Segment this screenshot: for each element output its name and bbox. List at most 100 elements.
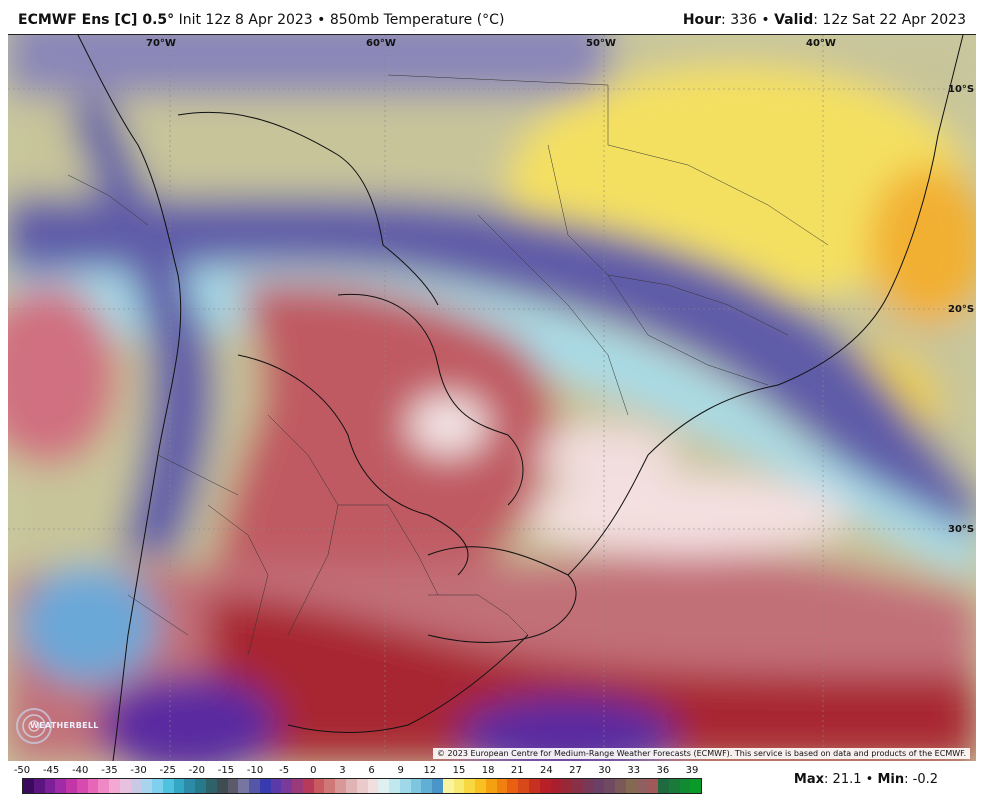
colorbar-swatch	[550, 779, 562, 793]
lon-label: 60°W	[366, 38, 396, 49]
colorbar-swatch	[66, 779, 77, 793]
colorbar-swatch	[292, 779, 303, 793]
colorbar-ticks: -50 -45 -40 -35 -30 -25 -20 -15 -10 -5 0 3 6 9 12 15 18 2…	[0, 765, 984, 779]
colorbar-swatch	[281, 779, 293, 793]
country-borders	[77, 35, 964, 761]
colorbar-swatch	[496, 779, 508, 793]
colorbar-tick-label: 3	[339, 765, 346, 776]
colorbar-swatch	[87, 779, 99, 793]
colorbar-tick-label: 0	[310, 765, 317, 776]
colorbar-swatch	[378, 779, 390, 793]
colorbar-tick-label: 18	[481, 765, 495, 776]
colorbar-swatch	[539, 779, 551, 793]
header-title: ECMWF Ens [C] 0.5° Init 12z 8 Apr 2023 •…	[18, 12, 504, 28]
colorbar-swatch	[625, 779, 637, 793]
colorbar-tick-label: -30	[130, 765, 147, 776]
colorbar-swatch	[55, 779, 67, 793]
colorbar-swatch	[162, 779, 174, 793]
init-time: Init 12z 8 Apr 2023	[178, 12, 313, 28]
colorbar-tick-label: 12	[423, 765, 437, 776]
colorbar-swatch	[485, 779, 497, 793]
separator: •	[761, 12, 770, 28]
colorbar-swatch	[647, 779, 659, 793]
separator: •	[317, 12, 326, 28]
colorbar-legend: -50 -45 -40 -35 -30 -25 -20 -15 -10 -5 0 3 6 9 12 15 18 2…	[0, 760, 984, 808]
colorbar-swatch	[464, 779, 476, 793]
colorbar-tick-label: 39	[685, 765, 699, 776]
colorbar-tick-label: 36	[656, 765, 670, 776]
colorbar-swatch	[259, 779, 271, 793]
weatherbell-logo: WEATHERBELL	[12, 705, 98, 747]
colorbar-swatch	[130, 779, 142, 793]
colorbar-swatch	[507, 779, 519, 793]
swirl-icon	[16, 708, 52, 744]
colorbar-tick-label: 30	[598, 765, 611, 776]
colorbar-swatch	[23, 779, 34, 793]
colorbar-swatch	[518, 779, 529, 793]
colorbar-swatch	[109, 779, 120, 793]
colorbar-swatch	[345, 779, 357, 793]
colorbar-swatch	[33, 779, 45, 793]
state-borders	[67, 74, 829, 656]
colorbar-swatch	[356, 779, 368, 793]
max-min-readout: Max: 21.1 • Min: -0.2	[794, 772, 938, 787]
colorbar-swatch	[475, 779, 486, 793]
colorbar-tick-label: 27	[569, 765, 582, 776]
colorbar-swatch	[76, 779, 88, 793]
max-value: : 21.1	[824, 772, 862, 787]
colorbar-swatch	[270, 779, 282, 793]
colorbar-tick-label: 6	[368, 765, 375, 776]
colorbar-swatch	[679, 779, 691, 793]
colorbar-swatch	[389, 779, 400, 793]
colorbar-swatch	[421, 779, 433, 793]
lat-label: 10°S	[948, 84, 975, 95]
map-graphic	[8, 35, 976, 761]
colorbar-swatch	[195, 779, 207, 793]
lon-label: 70°W	[146, 38, 176, 49]
map-header: ECMWF Ens [C] 0.5° Init 12z 8 Apr 2023 •…	[0, 0, 984, 34]
colorbar-tick-label: -45	[42, 765, 60, 776]
max-label: Max	[793, 772, 825, 787]
colorbar-swatch	[690, 779, 702, 793]
min-value: : -0.2	[904, 772, 938, 787]
lon-label: 40°W	[806, 38, 836, 49]
valid-value: : 12z Sat 22 Apr 2023	[813, 12, 966, 28]
colorbar-tick-label: -5	[279, 765, 290, 776]
colorbar-swatch	[238, 779, 250, 793]
colorbar	[22, 778, 702, 794]
colorbar-swatch	[668, 779, 680, 793]
separator: •	[865, 772, 874, 787]
model-name: ECMWF Ens [C] 0.5	[18, 12, 168, 28]
colorbar-tick-label: 15	[452, 765, 466, 776]
colorbar-tick-label: 21	[510, 765, 524, 776]
colorbar-tick-label: -40	[72, 765, 89, 776]
colorbar-swatch	[249, 779, 260, 793]
colorbar-swatch	[119, 779, 131, 793]
field-unit: °C)	[482, 12, 505, 28]
colorbar-swatch	[141, 779, 153, 793]
field-name: 850mb Temperature (	[329, 12, 483, 28]
copyright-notice: © 2023 European Centre for Medium-Range …	[433, 748, 970, 759]
latlon-grid	[8, 35, 976, 761]
colorbar-swatch	[453, 779, 465, 793]
colorbar-swatch	[173, 779, 185, 793]
colorbar-swatch	[216, 779, 228, 793]
temperature-map: 70°W 60°W 50°W 40°W 10°S 20°S 30°S WEATH…	[8, 34, 976, 761]
colorbar-swatch	[561, 779, 573, 793]
hour-label: Hour	[682, 12, 722, 28]
colorbar-swatch	[152, 779, 163, 793]
colorbar-swatch	[184, 779, 196, 793]
colorbar-swatch	[367, 779, 379, 793]
colorbar-swatch	[335, 779, 346, 793]
lon-label: 50°W	[586, 38, 616, 49]
valid-label: Valid	[774, 12, 814, 28]
colorbar-tick-label: -35	[101, 765, 118, 776]
temperature-field	[8, 35, 976, 761]
colorbar-swatch	[432, 779, 443, 793]
colorbar-swatch	[399, 779, 411, 793]
hour-value: : 336	[721, 12, 757, 28]
colorbar-swatch	[410, 779, 422, 793]
colorbar-tick-label: 24	[539, 765, 553, 776]
colorbar-swatch	[324, 779, 336, 793]
min-label: Min	[877, 772, 905, 787]
